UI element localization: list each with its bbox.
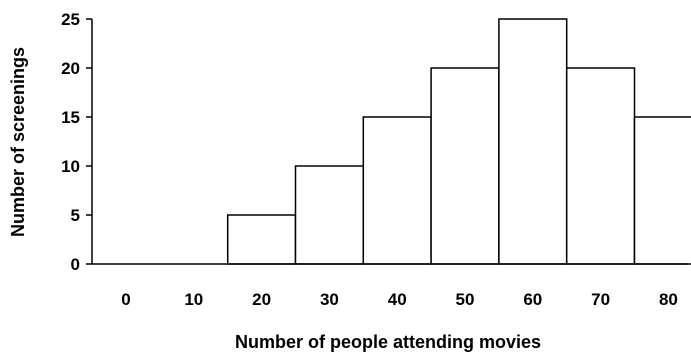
x-tick-label: 80 [659,290,678,309]
bar-40 [362,116,432,265]
y-tick-label: 20 [61,59,80,78]
bar-70 [565,67,636,265]
x-tick-label: 20 [252,290,271,309]
x-tick-label: 40 [388,290,407,309]
x-tick-label: 50 [456,290,475,309]
x-ticks-group: 0 10 20 30 40 50 60 70 80 [121,290,678,309]
x-tick-label: 30 [320,290,339,309]
bars-group [226,18,691,265]
y-axis-title: Number of screenings [8,47,28,237]
y-ticks-group: 0 5 10 15 20 25 [61,10,92,274]
x-axis-title: Number of people attending movies [235,332,541,352]
y-tick-label: 5 [71,206,80,225]
x-tick-label: 60 [523,290,542,309]
bar-80 [633,116,691,265]
x-tick-label: 10 [184,290,203,309]
bar-30 [294,165,365,265]
x-tick-label: 70 [591,290,610,309]
axes-group [91,19,688,265]
y-tick-label: 10 [61,157,80,176]
y-tick-label: 0 [71,255,80,274]
x-tick-label: 0 [121,290,130,309]
y-tick-label: 15 [61,108,80,127]
bar-50 [430,67,500,265]
y-tick-label: 25 [61,10,80,29]
bar-20 [226,214,297,265]
bar-60 [498,18,568,265]
